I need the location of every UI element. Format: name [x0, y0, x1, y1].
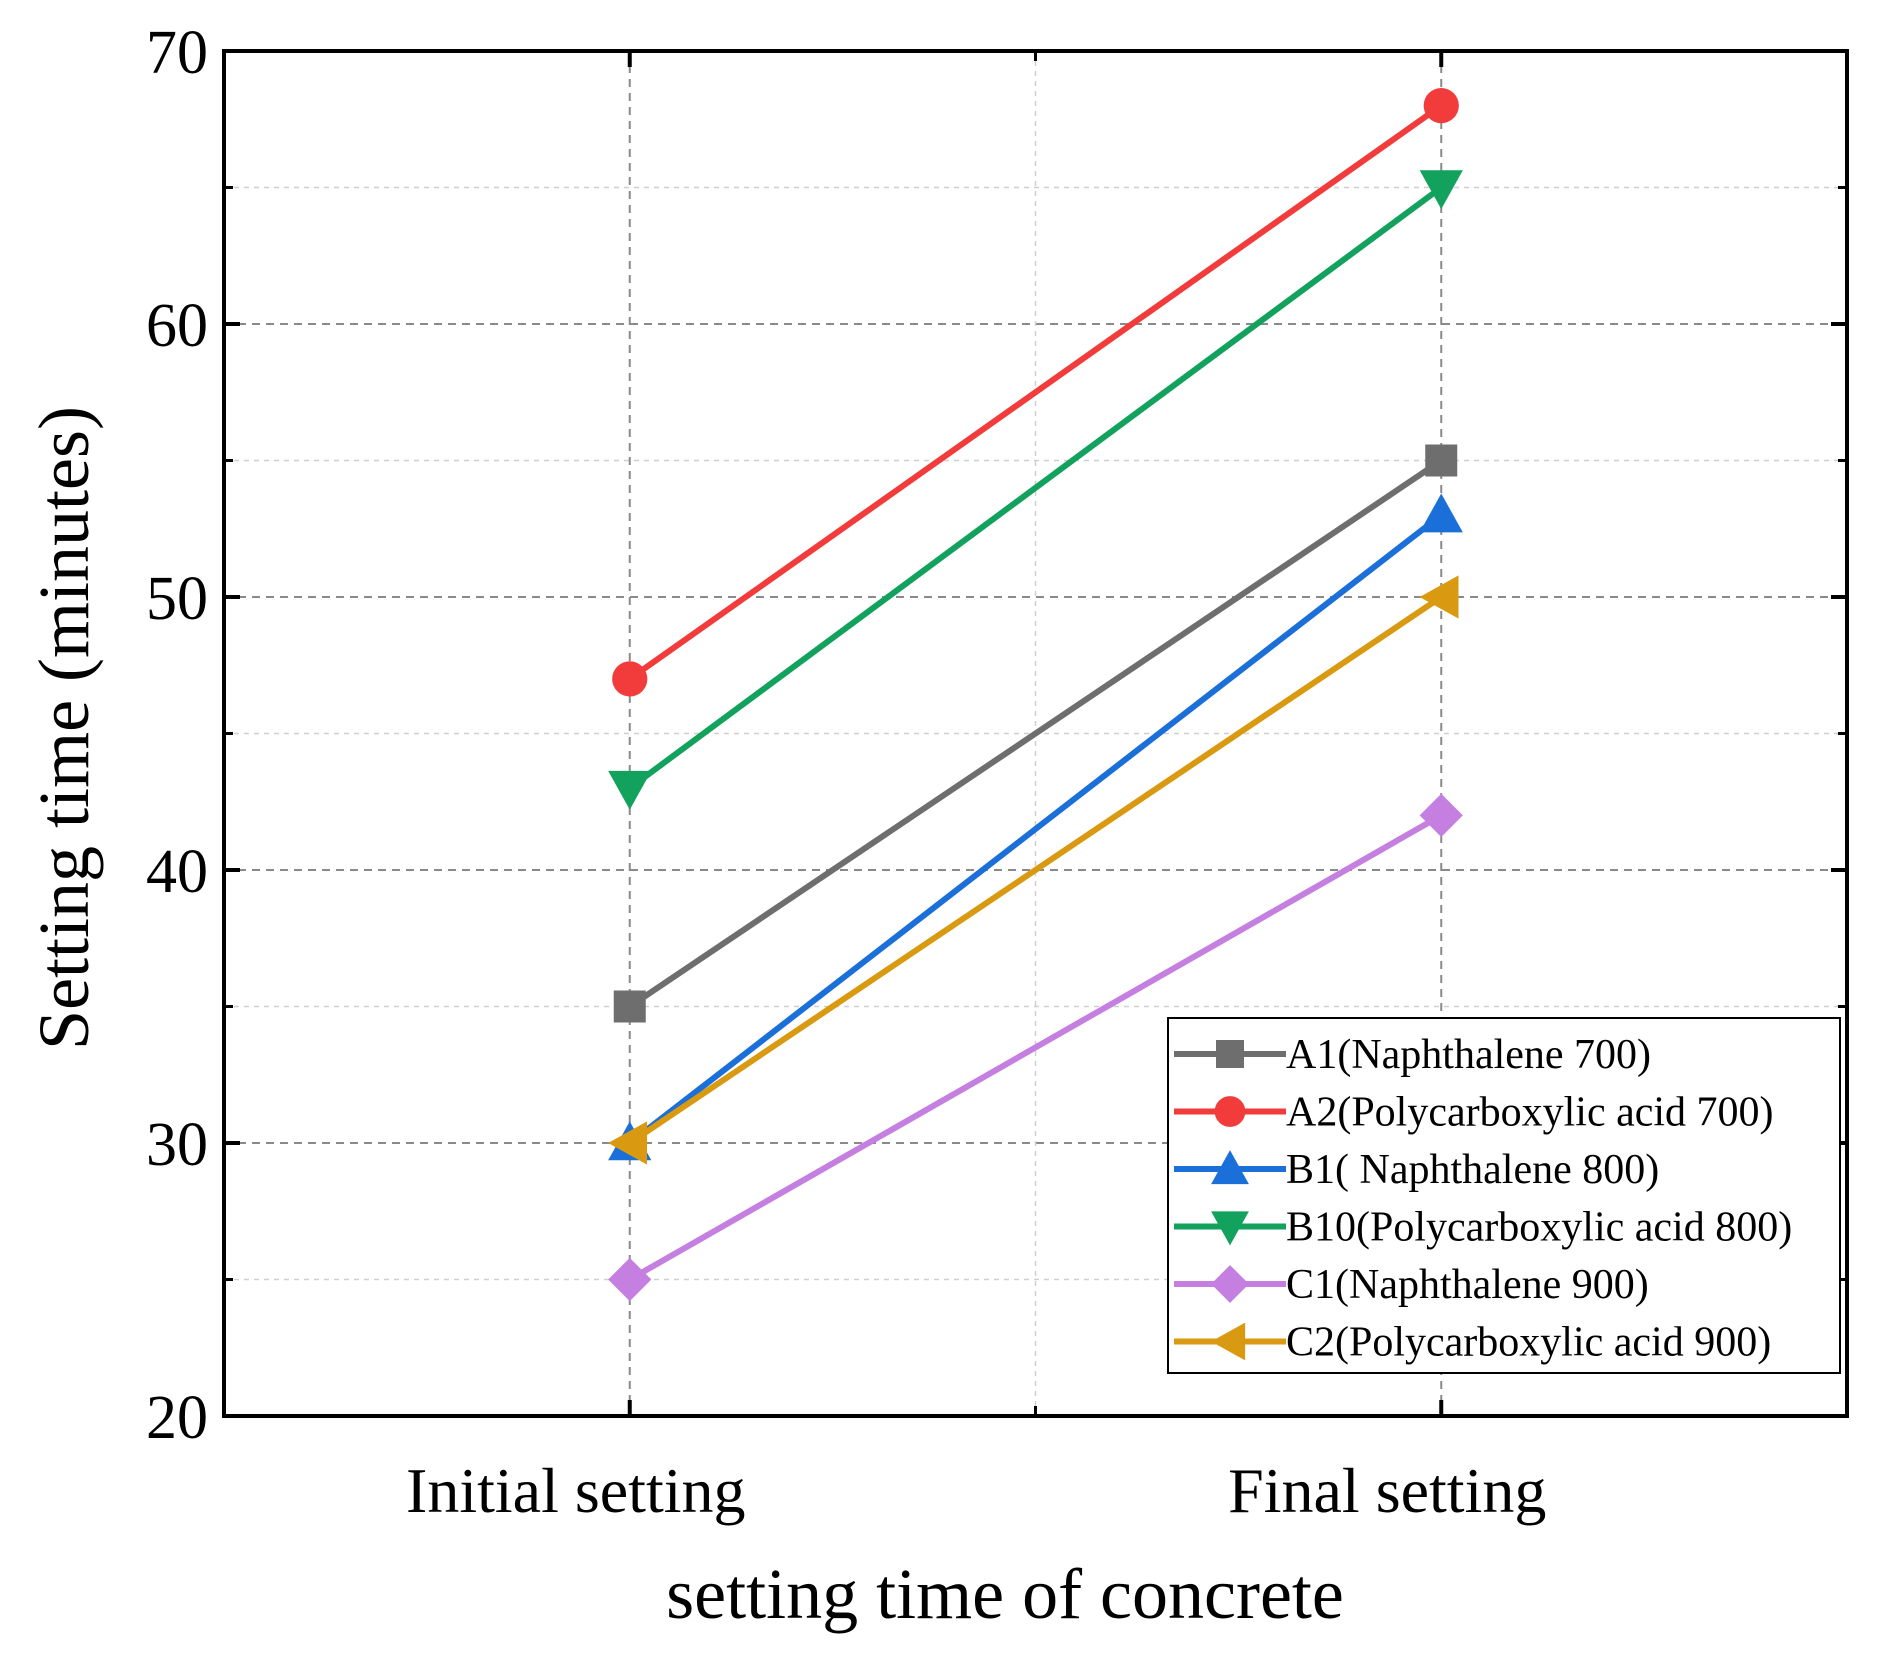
- x-tick-label: Initial setting: [406, 1455, 746, 1526]
- legend-label: A2(Polycarboxylic acid 700): [1286, 1090, 1774, 1136]
- y-tick-label: 50: [146, 565, 208, 633]
- data-point: [608, 1121, 648, 1165]
- x-axis-title: setting time of concrete: [666, 1554, 1344, 1634]
- legend-item: A1(Naphthalene 700): [1174, 1032, 1651, 1078]
- data-point: [613, 990, 646, 1023]
- legend-marker: [1211, 1150, 1249, 1185]
- y-tick-label: 70: [146, 19, 208, 87]
- legend-marker: [1211, 1211, 1249, 1246]
- y-tick-label: 40: [146, 838, 208, 906]
- legend-box: [1167, 1017, 1841, 1374]
- legend: A1(Naphthalene 700) A2(Polycarboxylic aci…: [1167, 1017, 1841, 1374]
- legend-label: A1(Naphthalene 700): [1286, 1032, 1651, 1078]
- data-point: [1419, 493, 1463, 533]
- axes: [222, 49, 1849, 1418]
- series-layer: [608, 88, 1463, 1302]
- y-axis-title: Setting time (minutes): [24, 406, 104, 1050]
- series-1: [613, 444, 1458, 1023]
- series-2: [612, 88, 1459, 697]
- series-6: [608, 575, 1459, 1165]
- legend-item: A2(Polycarboxylic acid 700): [1174, 1090, 1774, 1136]
- data-point: [1423, 88, 1459, 124]
- legend-label: C2(Polycarboxylic acid 900): [1286, 1320, 1771, 1366]
- series-line: [627, 185, 1444, 791]
- legend-item: C2(Polycarboxylic acid 900): [1174, 1320, 1771, 1366]
- y-tick-label: 60: [146, 292, 208, 360]
- y-tick-label: 20: [146, 1384, 208, 1452]
- data-point: [612, 661, 648, 697]
- legend-marker: [1216, 1040, 1244, 1068]
- legend-item: C1(Naphthalene 900): [1174, 1262, 1649, 1308]
- series-line: [628, 103, 1443, 682]
- data-point: [1419, 170, 1463, 210]
- series-line: [627, 512, 1444, 1146]
- data-point: [1419, 575, 1459, 619]
- legend-item: B10(Polycarboxylic acid 800): [1174, 1205, 1792, 1251]
- legend-label: B1( Naphthalene 800): [1286, 1147, 1659, 1193]
- series-5: [608, 793, 1463, 1302]
- legend-item: B1( Naphthalene 800): [1174, 1147, 1659, 1193]
- data-point: [608, 770, 652, 810]
- series-4: [608, 170, 1463, 810]
- x-tick-label: Final setting: [1228, 1455, 1546, 1526]
- x-axis-ticks: Initial setting Final setting: [406, 1455, 1546, 1526]
- series-line: [628, 594, 1443, 1146]
- data-point: [608, 1257, 652, 1302]
- legend-marker: [1211, 1265, 1249, 1303]
- data-point: [1425, 444, 1458, 477]
- y-axis-ticks: 20 30 40 50 60 70: [146, 19, 208, 1452]
- legend-marker: [1214, 1096, 1246, 1127]
- legend-label: C1(Naphthalene 900): [1286, 1262, 1649, 1308]
- series-line: [628, 812, 1443, 1283]
- grid: [224, 51, 1847, 1416]
- legend-marker: [1211, 1322, 1246, 1361]
- data-point: [1419, 793, 1463, 837]
- legend-label: B10(Polycarboxylic acid 800): [1286, 1205, 1792, 1251]
- series-line: [628, 458, 1443, 1009]
- y-tick-label: 30: [146, 1111, 208, 1179]
